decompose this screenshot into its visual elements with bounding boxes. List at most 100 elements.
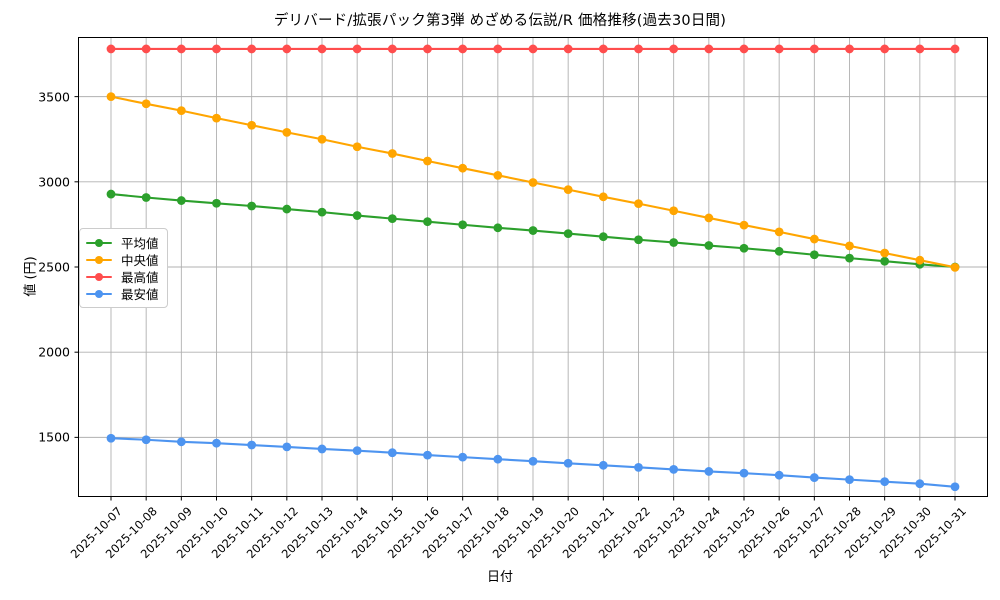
data-point [387,44,397,54]
chart-legend: 平均値中央値最高値最安値 [79,228,168,308]
y-axis-label: 値 (円) [23,256,39,297]
data-point [563,44,573,54]
data-point [423,217,432,227]
data-point [352,211,362,220]
data-point [528,44,538,54]
data-point [880,248,890,258]
legend-item-平均値[interactable]: 平均値 [86,234,159,251]
data-point [317,444,327,454]
data-point [212,438,221,448]
data-point [493,454,503,464]
data-point [669,44,679,54]
data-point [141,193,151,202]
data-point [563,458,573,468]
data-point [845,241,854,251]
data-point [634,44,643,54]
data-point [387,149,397,158]
legend-marker-icon [86,236,112,250]
data-point [774,470,784,480]
data-point [317,134,327,144]
data-point [739,220,749,230]
data-point [634,199,643,209]
data-point [880,44,890,54]
data-point [598,232,608,242]
data-point [352,446,362,456]
chart-title: デリバード/拡張パック第3弾 めざめる伝説/R 価格推移(過去30日間) [273,13,727,29]
data-point [212,113,221,123]
data-point [915,255,925,265]
data-point [880,477,890,487]
data-series-layer [106,44,960,492]
data-point [950,482,960,492]
data-point [528,226,538,235]
data-point [950,262,960,272]
data-point [176,437,186,447]
legend-item-最高値[interactable]: 最高値 [86,268,159,285]
data-point [493,170,503,180]
data-point [809,473,819,482]
data-point [880,256,890,266]
data-point [317,207,327,217]
data-point [176,44,186,54]
data-point [950,44,960,54]
data-point [739,468,749,478]
data-point [845,253,854,263]
data-point [141,99,151,109]
data-point [106,44,116,54]
data-point [282,44,292,54]
series-最安値 [106,433,960,492]
data-point [634,462,643,472]
data-point [528,178,538,187]
legend-item-label: 最高値 [121,270,159,285]
legend-item-label: 中央値 [121,253,159,268]
series-平均値 [106,189,960,272]
data-point [704,467,714,476]
data-point [634,235,643,245]
data-point [458,163,468,173]
data-point [423,44,432,54]
legend-marker-icon [86,253,112,267]
data-point [493,44,503,54]
data-point [563,185,573,195]
x-axis-label: 日付 [486,570,513,585]
data-point [106,433,116,443]
data-point [282,442,292,452]
legend-item-中央値[interactable]: 中央値 [86,251,159,268]
data-point [423,156,432,166]
data-point [141,435,151,445]
data-point [387,448,397,458]
data-point [915,479,925,489]
y-tick-label: 2500 [38,259,70,275]
data-point [247,440,257,450]
data-point [317,44,327,54]
data-point [212,198,221,208]
legend-item-label: 最安値 [121,287,159,302]
data-point [774,227,784,237]
data-point [282,204,292,214]
data-point [247,201,257,211]
data-point [176,196,186,205]
y-tick-label: 1500 [38,429,70,445]
series-最高値 [106,44,960,54]
data-point [141,44,151,54]
data-point [669,465,679,474]
data-point [106,189,116,199]
data-point [704,241,714,250]
data-point [493,223,503,233]
y-tick-label: 2000 [38,344,70,360]
data-point [282,128,292,137]
legend-item-最安値[interactable]: 最安値 [86,285,159,302]
data-point [739,44,749,54]
data-point [458,44,468,54]
data-point [458,452,468,462]
data-point [704,213,714,223]
data-point [423,450,432,460]
data-point [739,243,749,253]
data-point [774,44,784,54]
legend-item-label: 平均値 [121,236,159,251]
data-point [598,460,608,470]
data-point [563,229,573,239]
legend-marker-icon [86,270,112,284]
y-tick-label: 3000 [38,174,70,190]
data-point [387,214,397,224]
